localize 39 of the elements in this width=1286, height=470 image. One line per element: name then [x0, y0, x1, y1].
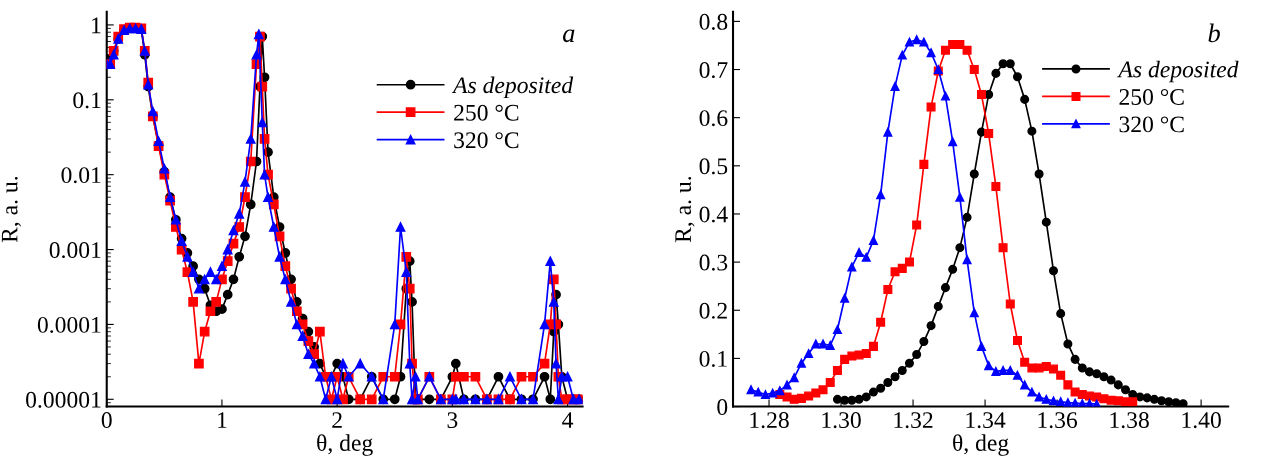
- x-axis-title: θ, deg: [317, 434, 373, 456]
- x-tick-label: 0: [101, 412, 112, 429]
- legend-label: 320 °C: [454, 132, 519, 149]
- y-tick-label: 0.2: [699, 302, 727, 319]
- y-tick-label: 0.3: [699, 254, 728, 271]
- y-tick-label: 1: [92, 17, 101, 34]
- y-tick-label: 0.001: [49, 242, 101, 259]
- legend-label: As deposited: [451, 76, 574, 99]
- x-tick-label: 4: [562, 412, 574, 428]
- y-tick-label: 0.7: [699, 62, 728, 79]
- y-axis-title: R, a. u.: [675, 176, 695, 243]
- y-tick-label: 0: [717, 399, 728, 415]
- y-tick-label: 0.1: [73, 92, 101, 109]
- y-axis-title: R, a. u.: [1, 176, 21, 243]
- x-tick-label: 1.34: [966, 412, 1006, 429]
- x-tick-label: 1.38: [1110, 412, 1149, 429]
- y-tick-label: 0.00001: [26, 391, 101, 408]
- x-tick-label: 2: [332, 412, 342, 428]
- y-tick-label: 0.01: [61, 167, 101, 184]
- x-axis-title: θ, deg: [953, 434, 1009, 456]
- x-tick-label: 1: [218, 412, 227, 428]
- annotation: a: [563, 29, 575, 43]
- y-tick-label: 0.0001: [37, 316, 101, 333]
- legend-label: As deposited: [1117, 60, 1239, 83]
- x-tick-label: 1.40: [1182, 412, 1221, 429]
- y-tick-label: 0.4: [699, 206, 728, 223]
- y-tick-label: 0.6: [699, 110, 728, 127]
- y-tick-label: 0.8: [699, 13, 728, 30]
- x-tick-label: 1.32: [894, 412, 933, 429]
- y-tick-label: 0.1: [699, 350, 727, 367]
- x-tick-label: 1.28: [750, 412, 789, 429]
- annotation: b: [1208, 23, 1220, 43]
- legend-label: 250 °C: [1119, 88, 1184, 105]
- x-tick-label: 1.36: [1038, 412, 1078, 429]
- y-tick-label: 0.5: [699, 158, 728, 175]
- legend-label: 250 °C: [454, 104, 519, 121]
- legend-label: 320 °C: [1119, 116, 1184, 133]
- x-tick-label: 3: [447, 412, 458, 429]
- x-tick-label: 1.30: [822, 412, 861, 429]
